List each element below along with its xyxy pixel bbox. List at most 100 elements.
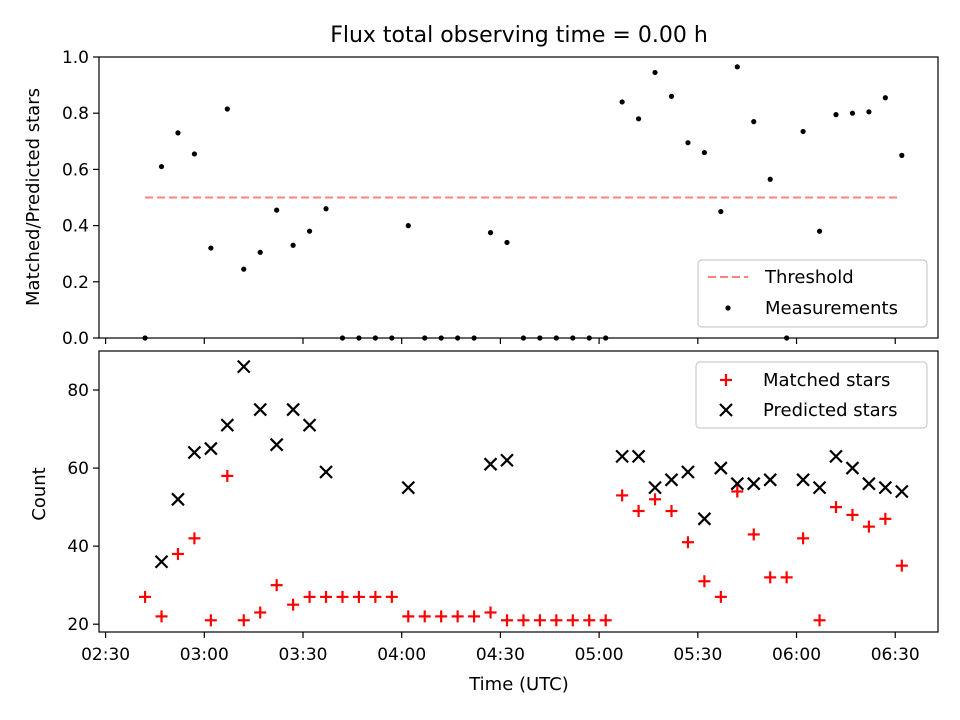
predicted-star-point [878,480,893,495]
matched-star-point [139,590,152,603]
legend-threshold-label: Threshold [764,267,854,288]
top-ytick-label: 0.4 [62,217,89,237]
predicted-star-point [319,465,333,479]
xtick-label: 03:00 [180,645,229,665]
bottom-panel: Count Time (UTC) 02:30 03:00 03:30 04:00 04:… [29,350,939,695]
bottom-legend-box [695,361,928,429]
measurement-point [849,110,856,116]
predicted-star-point [269,437,284,452]
matched-star-point [566,614,579,627]
matched-star-point [830,501,843,514]
bottom-ytick-label: 20 [67,615,89,635]
matched-star-point [254,606,267,619]
top-panel: Flux total observing time = 0.00 h Match… [23,23,939,349]
matched-star-point [435,610,448,623]
matched-star-point [846,508,859,521]
legend-matched-swatch [720,374,732,386]
matched-star-point [320,590,333,603]
predicted-star-point [171,492,185,507]
xtick-label: 05:30 [673,645,722,665]
matched-star-point [287,598,300,611]
matched-star-point [632,505,645,518]
measurement-point [224,106,230,112]
measurement-point [191,151,198,157]
measurement-point [718,208,724,215]
measurement-point [290,242,296,248]
predicted-star-point [302,418,317,432]
matched-star-point [336,590,349,603]
predicted-star-point [895,484,909,499]
matched-star-point [484,606,497,619]
measurement-point [208,245,214,251]
legend-measurements-label: Measurements [765,298,898,319]
predicted-star-point [746,476,761,491]
matched-star-point [731,485,744,498]
measurement-point [668,93,675,99]
bottom-axes-frame [98,350,939,633]
matched-star-point [649,493,662,506]
top-legend-box [697,259,928,328]
measurement-point [158,163,165,170]
matched-star-point [237,614,250,627]
top-ylabel: Matched/Predicted stars [23,88,44,306]
matched-star-point [352,590,365,603]
bottom-marks [139,359,909,627]
measurement-point [652,69,658,76]
measurement-point [767,176,773,182]
matched-star-point [188,532,201,545]
measurement-point [241,266,247,272]
matched-star-point [583,614,596,627]
predicted-star-point [812,480,827,495]
bottom-ticks: 02:30 03:00 03:30 04:00 04:30 05:00 05:30 06:00… [67,381,919,665]
predicted-star-point [862,476,876,491]
predicted-star-point [500,453,514,468]
bottom-ytick-label: 60 [67,459,89,479]
predicted-star-point [204,441,218,456]
matched-star-point [468,610,481,623]
predicted-star-point [187,445,202,460]
matched-star-point [862,520,875,533]
top-ytick-label: 0.6 [62,160,89,180]
measurement-point [751,119,757,125]
predicted-star-point [253,402,267,417]
matched-star-point [895,559,908,572]
measurement-point [257,249,263,255]
matched-star-point [533,614,546,627]
matched-star-point [616,489,629,502]
measurement-point [619,99,625,105]
predicted-star-point [829,449,843,464]
matched-star-point [747,528,760,541]
predicted-star-point [483,457,498,471]
predicted-star-point [681,465,695,479]
predicted-star-point [648,480,662,495]
predicted-star-point [236,359,251,374]
top-title: Flux total observing time = 0.00 h [330,23,708,48]
matched-star-point [451,610,464,623]
predicted-star-point [714,461,728,475]
measurement-point [323,206,329,212]
matched-star-point [665,505,678,518]
predicted-star-point [154,554,169,569]
top-marks [142,64,905,341]
measurement-point [833,112,839,118]
predicted-star-point [220,418,235,432]
top-ytick-label: 1.0 [62,48,89,68]
predicted-star-point [845,461,860,475]
predicted-star-point [664,473,679,487]
matched-star-point [517,614,530,627]
matched-star-point [797,532,810,545]
matched-star-point [764,571,777,584]
matched-star-point [385,590,398,603]
predicted-star-point [697,512,712,526]
top-legend: Threshold Measurements [697,259,928,328]
matched-star-point [418,610,431,623]
predicted-star-point [763,473,777,487]
predicted-star-point [286,402,300,417]
xtick-label: 02:30 [81,645,130,665]
xtick-label: 04:30 [476,645,525,665]
predicted-star-point [631,449,646,464]
xtick-label: 06:30 [871,645,920,665]
measurement-point [816,228,823,234]
xtick-label: 05:00 [575,645,624,665]
